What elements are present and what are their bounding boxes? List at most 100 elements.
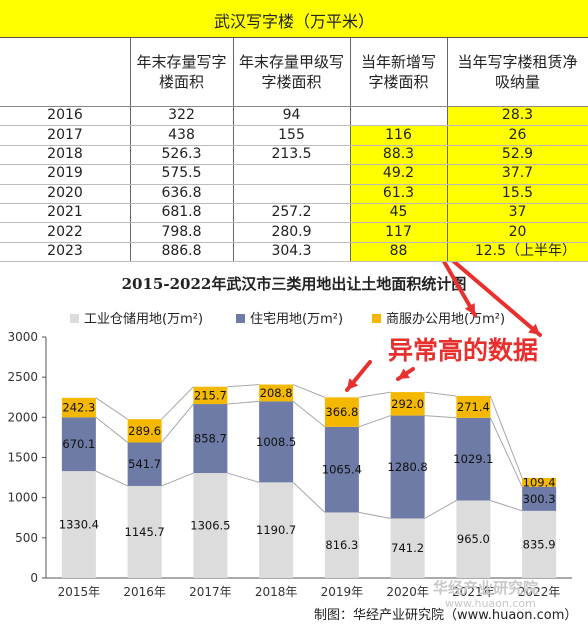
series-connector xyxy=(95,470,128,487)
series-connector xyxy=(489,417,523,487)
series-connector xyxy=(424,415,457,419)
row-year: 2016 xyxy=(47,107,83,124)
y-tick-label: 1500 xyxy=(7,451,38,465)
series-connector xyxy=(292,481,326,513)
table-cell: 116 xyxy=(385,126,412,143)
data-label: 300.3 xyxy=(523,492,556,506)
bar-segment xyxy=(324,426,359,513)
y-tick-label: 2000 xyxy=(7,410,38,424)
x-tick-label: 2020年 xyxy=(386,585,429,599)
chart-credit: 制图：华经产业研究院（www.huaon.com） xyxy=(314,608,577,623)
row-year: 2023 xyxy=(47,242,83,259)
table-cell xyxy=(233,164,350,183)
highlight-cell xyxy=(447,222,588,242)
y-tick-label: 0 xyxy=(30,571,38,585)
grid-hline xyxy=(0,125,588,127)
table-cell xyxy=(350,106,447,125)
highlight-cell xyxy=(447,125,588,145)
grid-hline xyxy=(0,144,588,146)
table-cell: 49.2 xyxy=(382,165,415,182)
x-tick-label: 2019年 xyxy=(321,585,364,599)
stacked-bar-chart: 2015-2022年武汉市三类用地出让土地面积统计图 工业仓储用地(万m²) 住宅… xyxy=(7,262,577,623)
bar-segment xyxy=(193,404,228,474)
highlight-cell xyxy=(350,241,447,262)
row-year: 2018 xyxy=(47,145,83,162)
table-cell: 15.5 xyxy=(501,184,534,201)
data-label: 858.7 xyxy=(194,432,227,446)
x-tick-label: 2021年 xyxy=(452,585,495,599)
annotation-arrow-head xyxy=(347,378,359,390)
bar-segment xyxy=(259,384,294,402)
series-connector xyxy=(490,500,523,512)
x-tick-label: 2015年 xyxy=(58,585,101,599)
data-label: 289.6 xyxy=(128,424,161,438)
data-label: 816.3 xyxy=(325,538,358,552)
series-connector xyxy=(95,416,128,443)
bar-segment xyxy=(522,477,557,487)
spreadsheet-table: 武汉写字楼（万平米） 年末存量写字 楼面积 年末存量甲级写 字楼面积 当年新增写 字… xyxy=(0,0,588,263)
bar-segment xyxy=(259,401,294,483)
watermark: 华经产业研究院 xyxy=(433,579,538,597)
highlight-cell xyxy=(350,222,447,242)
table-cell: 322 xyxy=(168,107,195,124)
table-cell: 94 xyxy=(282,107,301,124)
chart-legend: 工业仓储用地(万m²) 住宅用地(万m²) 商服办公用地(万m²) xyxy=(70,312,505,327)
table-cell: 438 xyxy=(168,126,195,143)
bar-segment xyxy=(324,397,359,427)
column-header: 当年新增写 字楼面积 xyxy=(360,53,436,91)
table-cell: 280.9 xyxy=(271,223,312,240)
bar-segment xyxy=(259,482,294,578)
legend-swatch xyxy=(70,314,79,323)
row-year: 2019 xyxy=(47,165,83,182)
table-cell: 37 xyxy=(508,204,527,221)
data-label: 1190.7 xyxy=(256,523,296,537)
series-connector xyxy=(489,395,523,479)
highlight-cell xyxy=(447,164,588,184)
row-year: 2020 xyxy=(47,184,83,201)
table-cell: 28.3 xyxy=(501,107,534,124)
table-cell: 45 xyxy=(389,204,408,221)
highlight-cell xyxy=(350,144,447,165)
y-tick-label: 1000 xyxy=(7,491,38,505)
table-cell: 26 xyxy=(508,126,527,143)
bar-segment xyxy=(61,471,96,578)
table-cell: 575.5 xyxy=(161,165,202,182)
x-tick-label: 2016年 xyxy=(123,585,166,599)
x-tick-label: 2018年 xyxy=(255,585,298,599)
column-header: 当年写字楼租赁净 吸纳量 xyxy=(457,53,578,91)
column-header: 年末存量写字 楼面积 xyxy=(136,53,227,91)
table-cell xyxy=(233,184,350,203)
series-connector xyxy=(161,386,194,420)
data-label: 1029.1 xyxy=(453,452,493,466)
data-label: 271.4 xyxy=(457,400,490,414)
bar-segment xyxy=(127,485,162,578)
legend-label: 住宅用地(万m²) xyxy=(250,312,343,327)
series-connector xyxy=(292,400,326,428)
grid-hline xyxy=(0,261,588,263)
bar-segment xyxy=(522,486,557,511)
bar-segment xyxy=(390,392,425,416)
bar-segment xyxy=(127,419,162,443)
table-cell: 213.5 xyxy=(271,145,312,162)
data-label: 109.4 xyxy=(523,475,556,489)
highlight-cell xyxy=(447,241,588,262)
bar-segment xyxy=(522,510,557,578)
data-label: 292.0 xyxy=(391,397,424,411)
series-connector xyxy=(227,384,260,388)
grid-vline xyxy=(350,38,351,262)
x-tick-label: 2022年 xyxy=(518,585,561,599)
annotation-text: 异常高的数据 xyxy=(388,336,538,365)
data-label: 242.3 xyxy=(62,401,95,415)
y-tick-label: 2500 xyxy=(7,370,38,384)
data-label: 1306.5 xyxy=(190,519,230,533)
table-cell: 88 xyxy=(389,242,408,259)
series-connector xyxy=(358,511,391,519)
table-title-row: 武汉写字楼（万平米） xyxy=(0,0,588,38)
series-connector xyxy=(424,500,457,519)
legend-label: 商服办公用地(万m²) xyxy=(386,312,505,327)
grid-hline xyxy=(0,222,588,224)
highlight-cell xyxy=(350,183,447,203)
watermark-url: www.huaon.com xyxy=(445,597,536,610)
chart-title: 2015-2022年武汉市三类用地出让土地面积统计图 xyxy=(122,275,467,293)
series-connector xyxy=(424,391,457,397)
